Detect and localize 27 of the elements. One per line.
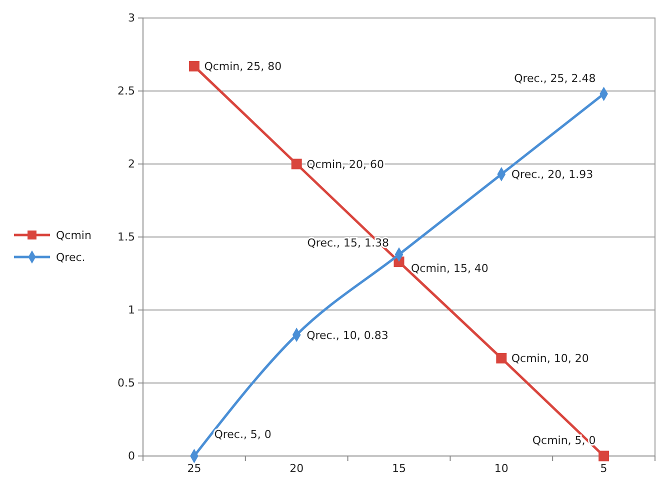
x-tick-label: 5 bbox=[600, 462, 608, 475]
y-tick-label: 3 bbox=[128, 12, 135, 25]
x-tick-label: 10 bbox=[494, 462, 508, 475]
x-tick-label: 20 bbox=[290, 462, 304, 475]
data-label: Qcmin, 25, 80 bbox=[204, 60, 282, 74]
y-tick-label: 2 bbox=[128, 158, 135, 171]
data-label: Qcmin, 15, 40 bbox=[411, 262, 488, 275]
point bbox=[598, 450, 610, 462]
y-tick-label: 2.5 bbox=[118, 84, 135, 98]
data-label: Qcmin, 5, 0 bbox=[532, 434, 596, 447]
y-tick-label: 0 bbox=[128, 450, 135, 463]
data-label: Qrec., 5, 0 bbox=[214, 428, 272, 441]
y-tick-label: 1.5 bbox=[118, 230, 135, 244]
y-tick-label: 1 bbox=[128, 304, 135, 317]
data-label: Qrec., 10, 0.83 bbox=[306, 328, 388, 342]
data-label: Qrec., 20, 1.93 bbox=[511, 168, 594, 182]
data-label: Qcmin, 20, 60 bbox=[306, 158, 384, 171]
point bbox=[291, 158, 302, 170]
legend-label: Qrec. bbox=[56, 251, 86, 264]
y-tick-label: 0.5 bbox=[118, 376, 135, 390]
x-tick-label: 25 bbox=[187, 462, 202, 475]
point bbox=[496, 352, 507, 364]
x-tick-label: 15 bbox=[392, 462, 406, 475]
point bbox=[188, 60, 200, 72]
data-label: Qcmin, 10, 20 bbox=[511, 352, 589, 366]
legend-label: Qcmin bbox=[56, 229, 92, 242]
data-label: Qrec., 25, 2.48 bbox=[514, 72, 596, 85]
